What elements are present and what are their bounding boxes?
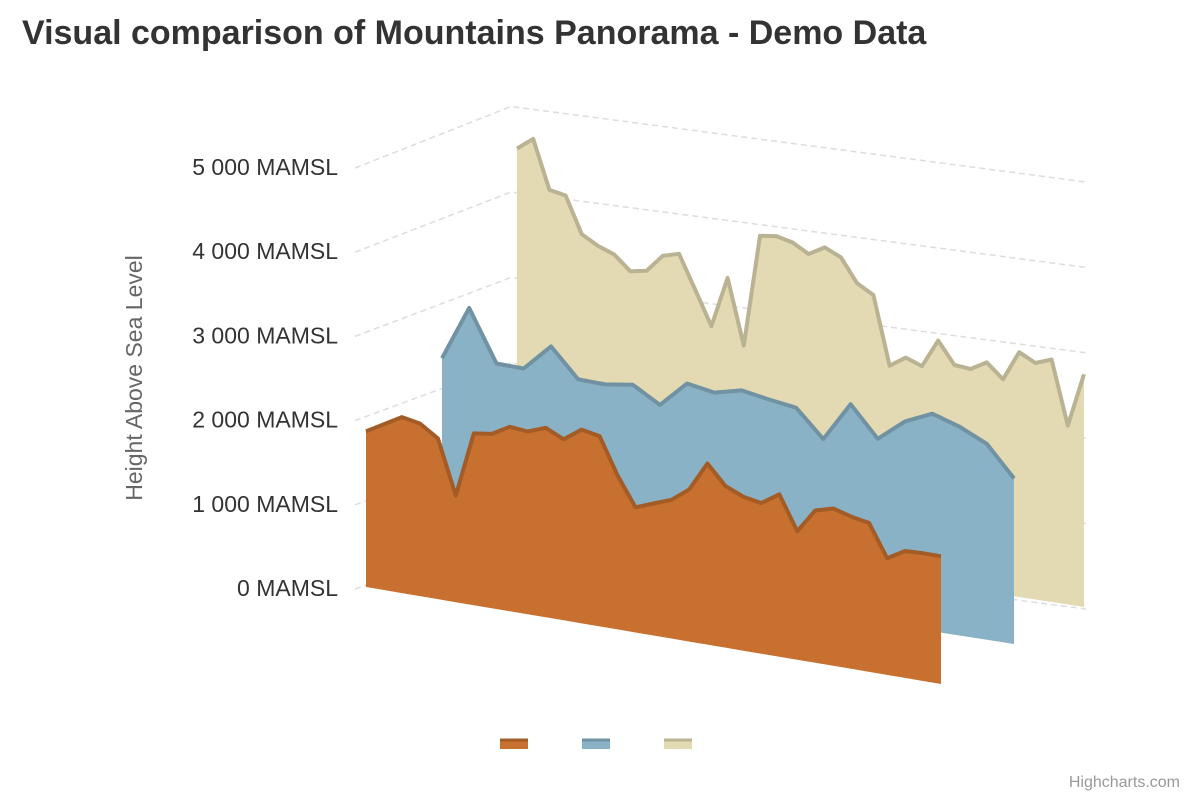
y-tick-label: 0 MAMSL: [237, 575, 338, 601]
series-line-2[interactable]: [440, 306, 1016, 480]
y-axis-title: Height Above Sea Level: [121, 255, 147, 501]
series-line-3[interactable]: [515, 136, 1086, 428]
y-tick-label: 5 000 MAMSL: [192, 154, 338, 180]
legend[interactable]: [500, 738, 692, 749]
series-line-1[interactable]: [365, 415, 942, 561]
gridline: [354, 276, 1087, 354]
gridline: [354, 105, 1087, 183]
series-areas: [365, 136, 1086, 684]
chart-title: Visual comparison of Mountains Panorama …: [22, 14, 927, 52]
gridline: [354, 191, 1087, 269]
y-axis-ticks: 0 MAMSL 1 000 MAMSL 2 000 MAMSL 3 000 MAMSL…: [192, 154, 338, 601]
legend-item-2[interactable]: [582, 740, 610, 749]
y-tick-label: 1 000 MAMSL: [192, 491, 338, 517]
y-tick-label: 4 000 MAMSL: [192, 238, 338, 264]
y-tick-label: 2 000 MAMSL: [192, 407, 338, 433]
y-tick-label: 3 000 MAMSL: [192, 322, 338, 348]
credits-link[interactable]: Highcharts.com: [1068, 774, 1180, 791]
series-area-1[interactable]: [366, 417, 941, 684]
legend-item-3[interactable]: [664, 740, 692, 749]
legend-item-1[interactable]: [500, 740, 528, 749]
